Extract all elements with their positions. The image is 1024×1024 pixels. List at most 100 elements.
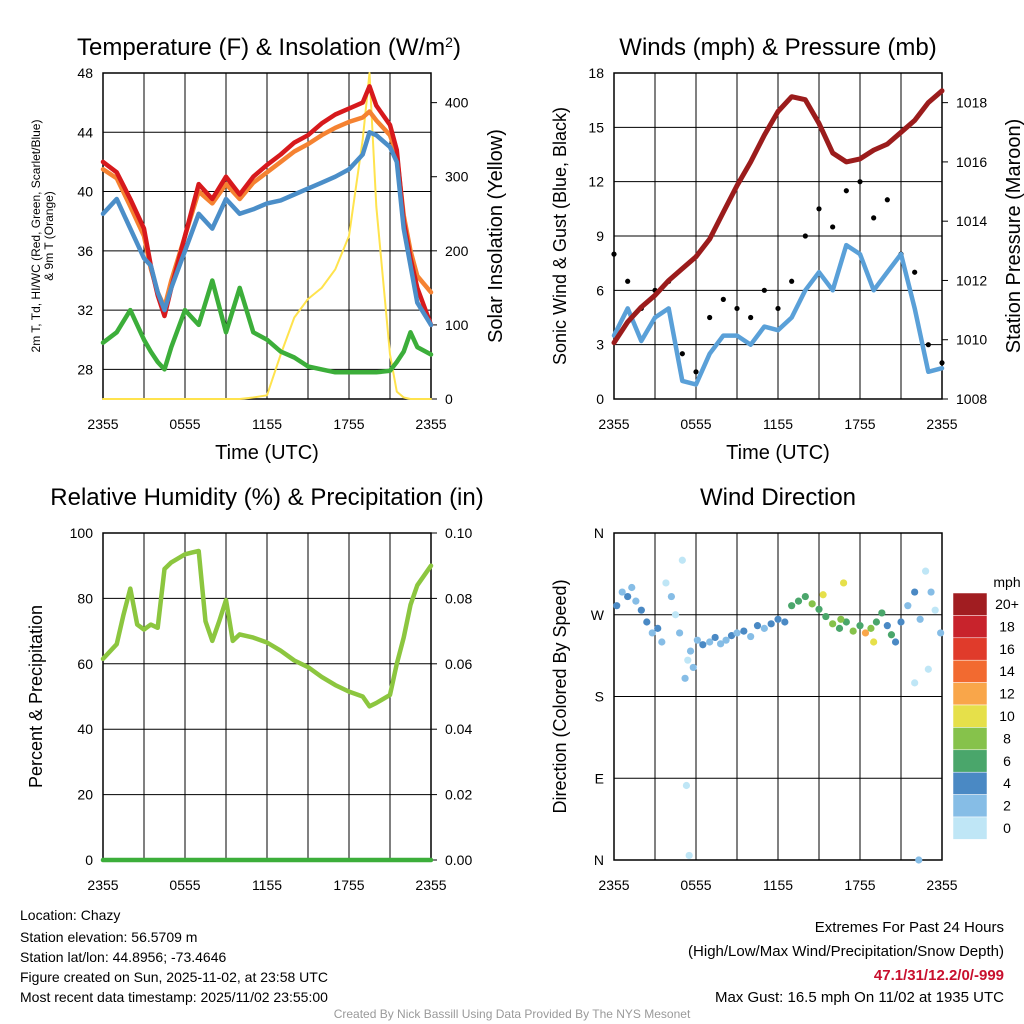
y-tick-label: N (594, 852, 604, 868)
y-tick-label: E (595, 770, 604, 786)
gust-point (775, 305, 781, 312)
direction-point (740, 627, 748, 635)
gust-point (734, 305, 740, 312)
x-tick-label: 0555 (680, 877, 711, 893)
direction-point (733, 629, 741, 637)
y-tick-label: 20 (77, 787, 93, 803)
direction-point (840, 579, 848, 587)
x-tick-label: 2355 (87, 877, 118, 893)
x-tick-label: 2355 (926, 416, 957, 432)
direction-point (753, 622, 762, 630)
direction-point (654, 624, 662, 632)
gust-point (789, 278, 795, 284)
extremes-legend: (High/Low/Max Wind/Precipitation/Snow De… (688, 943, 1004, 960)
colorbar-label: 6 (1003, 753, 1011, 769)
gust-point (802, 233, 808, 239)
chart-title: Winds (mph) & Pressure (mb) (619, 34, 936, 61)
x-tick-label: 2355 (415, 416, 446, 432)
x-tick-label: 0555 (169, 877, 200, 893)
colorbar-label: 12 (999, 686, 1015, 702)
direction-point (689, 663, 697, 672)
gust-point (857, 179, 863, 185)
y-tick-label: W (591, 607, 605, 623)
chart-panel-1: Temperature (F) & Insolation (W/m2) 2355 0… (29, 34, 507, 464)
direction-point (911, 588, 919, 596)
direction-point (767, 620, 775, 628)
x-tick-label: 1155 (252, 416, 282, 432)
y2-tick-label: 1018 (956, 95, 987, 111)
x-tick-label: 2355 (87, 416, 118, 432)
direction-point (931, 606, 939, 614)
x-tick-label: 0555 (169, 416, 200, 432)
direction-point (774, 615, 782, 623)
figure-created: Figure created on Sun, 2025-11-02, at 23… (20, 969, 328, 985)
direction-point (658, 638, 666, 646)
colorbar-swatch (952, 659, 988, 683)
plot-frame (613, 72, 943, 400)
colorbar-label: 20+ (995, 596, 1019, 612)
station-location: Location: Chazy (20, 907, 121, 923)
direction-point (891, 638, 900, 646)
direction-point (867, 624, 875, 632)
gust-point (611, 251, 617, 257)
direction-point (681, 674, 689, 682)
direction-point (927, 588, 935, 596)
y-tick-label: 44 (77, 124, 93, 140)
y-tick-label: N (594, 525, 604, 541)
gust-point (912, 269, 918, 275)
colorbar-label: 8 (1003, 730, 1011, 746)
colorbar-swatch (952, 771, 988, 795)
y2-tick-label: 1008 (956, 391, 987, 407)
gust-point (693, 369, 699, 375)
x-axis-label: Time (UTC) (726, 442, 830, 464)
chart-title: Wind Direction (700, 484, 856, 511)
direction-point (618, 588, 626, 596)
direction-point (788, 602, 796, 610)
direction-point (667, 592, 676, 601)
x-tick-label: 1155 (763, 416, 793, 432)
y-tick-label: 6 (596, 282, 604, 298)
x-tick-label: 1755 (844, 416, 875, 432)
recent-data-timestamp: Most recent data timestamp: 2025/11/02 2… (20, 989, 328, 1005)
x-tick-label: 1755 (844, 877, 875, 893)
y2-tick-label: 1014 (956, 213, 987, 229)
chart-panel-2: Winds (mph) & Pressure (mb) 2355 0555 1155 1… (550, 34, 1024, 464)
chart-panel-3: Relative Humidity (%) & Precipitation (i… (26, 484, 484, 893)
y-tick-label: 40 (77, 721, 93, 737)
y-tick-label: 9 (596, 228, 604, 244)
gust-point (871, 215, 877, 221)
station-pressure-line (611, 88, 945, 346)
gust-point (939, 360, 945, 366)
y2-tick-label: 300 (445, 169, 469, 185)
direction-point (676, 629, 684, 637)
direction-point (856, 622, 864, 630)
y2-tick-label: 0.02 (445, 787, 472, 803)
y2-tick-label: 200 (445, 243, 469, 259)
colorbar-swatch (952, 816, 988, 840)
gust-point (830, 224, 836, 230)
y2-tick-label: 0.06 (445, 656, 472, 672)
y2-tick-label: 400 (445, 95, 469, 111)
direction-point (849, 627, 857, 635)
direction-point (711, 633, 719, 642)
direction-point (671, 611, 680, 619)
x-tick-label: 2355 (415, 877, 446, 893)
colorbar-swatch (952, 615, 988, 639)
relative-humidity-line (100, 548, 434, 709)
y2-tick-label: 1016 (956, 154, 987, 170)
direction-point (924, 665, 932, 673)
x-tick-label: 1755 (333, 877, 364, 893)
x-tick-label: 0555 (680, 416, 711, 432)
colorbar-swatch (952, 592, 988, 616)
y2-axis-label: Station Pressure (Maroon) (1003, 119, 1024, 354)
direction-point (808, 600, 816, 608)
colorbar-swatch (952, 704, 988, 728)
x-axis-label: Time (UTC) (215, 442, 319, 464)
y-tick-label: 0 (596, 391, 604, 407)
colorbar-label: 2 (1003, 798, 1011, 814)
chart-title: Relative Humidity (%) & Precipitation (i… (50, 484, 483, 511)
y-tick-label: 15 (588, 119, 604, 135)
direction-point (815, 605, 823, 613)
chart-title: Temperature (F) & Insolation (W/m2) (77, 34, 461, 61)
direction-point (693, 636, 701, 644)
